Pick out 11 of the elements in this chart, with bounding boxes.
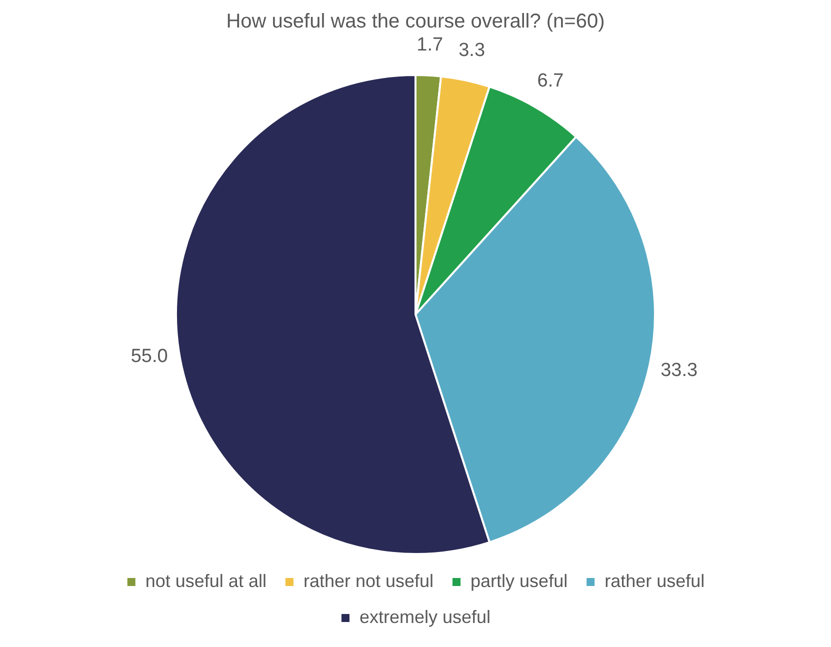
data-label: 3.3 xyxy=(458,40,486,62)
legend-label: rather not useful xyxy=(303,570,434,591)
chart-title: How useful was the course overall? (n=60) xyxy=(226,10,605,33)
legend-label: partly useful xyxy=(470,570,568,591)
legend-label: rather useful xyxy=(604,570,705,591)
data-label: 33.3 xyxy=(660,360,698,382)
legend-label: not useful at all xyxy=(145,570,266,591)
legend-label: extremely useful xyxy=(359,606,491,627)
data-label: 6.7 xyxy=(537,70,564,92)
data-label: 1.7 xyxy=(416,34,444,56)
data-label: 55.0 xyxy=(130,346,168,367)
